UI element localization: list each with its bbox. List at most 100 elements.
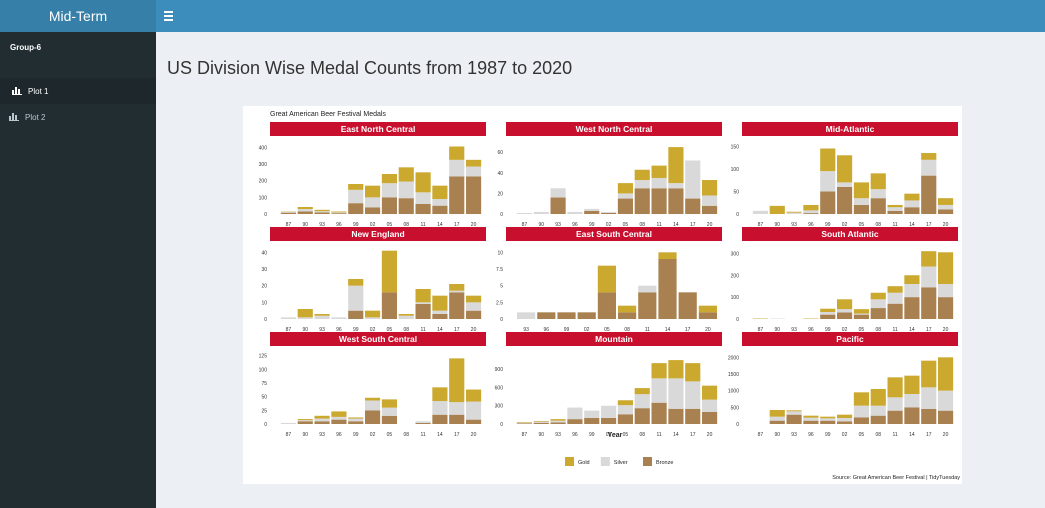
bar-silver-2005 bbox=[617, 405, 633, 415]
bar-silver-1999 bbox=[820, 312, 836, 315]
bar-bronze-1987 bbox=[516, 423, 532, 424]
x-tick-label: 87 bbox=[522, 222, 528, 228]
bar-bronze-1993 bbox=[314, 212, 330, 214]
x-tick-label: 96 bbox=[572, 432, 578, 438]
sidebar-item-label: Plot 1 bbox=[28, 86, 49, 96]
y-tick-label: 75 bbox=[261, 381, 267, 387]
bar-silver-2020 bbox=[938, 284, 954, 298]
bar-gold-1990 bbox=[769, 410, 785, 417]
bar-silver-1996 bbox=[331, 416, 347, 420]
bar-bronze-2014 bbox=[658, 259, 677, 319]
x-tick-label: 87 bbox=[758, 327, 764, 333]
bar-silver-2002 bbox=[601, 405, 617, 418]
bar-gold-2011 bbox=[651, 363, 667, 379]
bar-gold-2017 bbox=[921, 251, 937, 267]
y-tick-label: 0 bbox=[264, 212, 267, 218]
bar-silver-2014 bbox=[432, 310, 448, 314]
x-tick-label: 11 bbox=[656, 432, 661, 438]
x-tick-label: 20 bbox=[471, 222, 477, 228]
bar-silver-2008 bbox=[870, 405, 886, 416]
x-tick-label: 99 bbox=[825, 432, 831, 438]
bar-bronze-2005 bbox=[617, 414, 633, 424]
bar-bronze-2020 bbox=[466, 419, 482, 425]
sidebar-item-plot-1[interactable]: Plot 1 bbox=[0, 78, 156, 104]
bar-silver-2011 bbox=[651, 177, 667, 189]
bar-gold-2014 bbox=[904, 375, 920, 394]
sidebar-item-plot-2[interactable]: Plot 2 bbox=[0, 104, 156, 130]
panel-strip bbox=[270, 122, 486, 136]
bar-bronze-2020 bbox=[698, 312, 717, 319]
bar-bronze-2002 bbox=[601, 417, 617, 424]
x-tick-label: 08 bbox=[403, 327, 409, 333]
x-tick-label: 08 bbox=[403, 222, 409, 228]
bar-bronze-2017 bbox=[449, 176, 465, 214]
x-tick-label: 96 bbox=[336, 327, 342, 333]
x-tick-label: 93 bbox=[319, 327, 325, 333]
y-tick-label: 300 bbox=[731, 251, 740, 257]
x-tick-label: 20 bbox=[707, 432, 713, 438]
bar-gold-2011 bbox=[887, 377, 903, 398]
sidebar-toggle-icon[interactable] bbox=[164, 0, 186, 32]
y-tick-label: 500 bbox=[731, 405, 740, 411]
x-tick-label: 14 bbox=[673, 222, 679, 228]
bar-bronze-2014 bbox=[668, 188, 684, 214]
bar-silver-1993 bbox=[314, 418, 330, 422]
app-logo[interactable]: Mid-Term bbox=[0, 0, 156, 32]
bar-gold-2008 bbox=[634, 169, 650, 181]
y-tick-label: 125 bbox=[259, 354, 268, 360]
panel-title: East North Central bbox=[341, 124, 416, 134]
bar-gold-2005 bbox=[617, 400, 633, 406]
bar-bronze-2011 bbox=[651, 188, 667, 214]
bar-bronze-2017 bbox=[449, 292, 465, 319]
bar-gold-1990 bbox=[769, 205, 785, 214]
x-tick-label: 11 bbox=[892, 432, 897, 438]
bar-bronze-2002 bbox=[837, 186, 853, 214]
bar-bronze-2011 bbox=[887, 303, 903, 319]
x-tick-label: 05 bbox=[387, 432, 393, 438]
bar-gold-1987 bbox=[516, 422, 532, 423]
bar-silver-1990 bbox=[297, 209, 313, 212]
y-tick-label: 20 bbox=[497, 191, 503, 197]
bar-silver-2005 bbox=[853, 405, 869, 418]
bar-bronze-2005 bbox=[381, 415, 397, 424]
bar-gold-2008 bbox=[870, 173, 886, 190]
x-tick-label: 96 bbox=[572, 222, 578, 228]
y-tick-label: 10 bbox=[261, 300, 267, 306]
bar-gold-2005 bbox=[853, 392, 869, 406]
y-tick-label: 1000 bbox=[728, 389, 739, 395]
x-tick-label: 93 bbox=[791, 222, 797, 228]
bar-bronze-2011 bbox=[415, 422, 431, 424]
bar-silver-2020 bbox=[938, 390, 954, 411]
panel-title: East South Central bbox=[576, 229, 652, 239]
bar-bronze-2011 bbox=[415, 304, 431, 319]
x-tick-label: 93 bbox=[523, 327, 529, 333]
x-tick-label: 17 bbox=[926, 327, 932, 333]
bar-silver-2017 bbox=[921, 387, 937, 409]
x-tick-label: 17 bbox=[690, 432, 696, 438]
x-tick-label: 87 bbox=[758, 432, 764, 438]
bar-bronze-2017 bbox=[678, 292, 697, 319]
bar-silver-1993 bbox=[786, 212, 802, 214]
bar-bronze-2020 bbox=[702, 205, 718, 214]
bar-gold-1993 bbox=[314, 314, 330, 316]
bar-gold-2020 bbox=[938, 357, 954, 391]
bar-silver-2005 bbox=[381, 183, 397, 198]
bar-silver-2002 bbox=[601, 211, 617, 213]
y-tick-label: 300 bbox=[495, 404, 504, 410]
panel-mid-atlantic: Mid-Atlantic 0 50 100 150 87 90 93 96 99 02 05 08 11 1… bbox=[731, 122, 958, 228]
bar-silver-1990 bbox=[297, 420, 313, 422]
x-tick-label: 99 bbox=[353, 222, 359, 228]
bar-gold-2014 bbox=[668, 147, 684, 184]
y-tick-label: 5 bbox=[500, 284, 503, 290]
bar-gold-1993 bbox=[314, 415, 330, 419]
bar-silver-2014 bbox=[668, 378, 684, 409]
panel-title: Mid-Atlantic bbox=[826, 124, 875, 134]
bar-gold-2020 bbox=[702, 385, 718, 400]
x-tick-label: 02 bbox=[370, 222, 376, 228]
x-tick-label: 14 bbox=[437, 327, 443, 333]
bar-gold-2005 bbox=[853, 309, 869, 314]
x-tick-label: 14 bbox=[909, 327, 915, 333]
y-tick-label: 100 bbox=[259, 195, 268, 201]
x-tick-label: 05 bbox=[859, 432, 865, 438]
bar-bronze-1993 bbox=[786, 414, 802, 424]
